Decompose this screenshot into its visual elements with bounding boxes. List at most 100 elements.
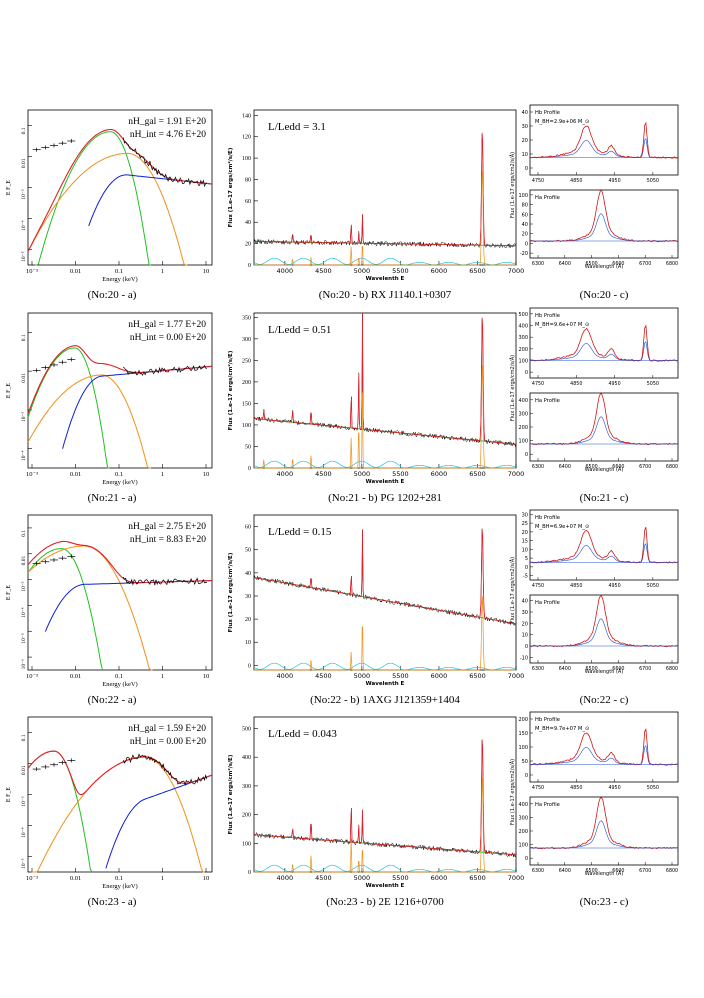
spectrum-narrow-lines: [254, 596, 516, 671]
profile-y-label: Flux (1.e-17 ergs/cm2/s/Å): [509, 152, 516, 218]
profile-y-tick-label: -5: [523, 574, 528, 580]
profile-x-tick-label: 5050: [647, 583, 659, 589]
spectrum-data: [253, 739, 517, 858]
profile-y-tick-label: 10: [522, 547, 528, 553]
profile-y-tick-label: 50: [522, 759, 528, 765]
sed-caption: (No:23 - a): [88, 896, 137, 908]
sed-y-tick-label: 10⁻⁴: [21, 607, 27, 617]
spectrum-y-tick-label: 200: [242, 380, 251, 386]
profile-x-tick-label: 6500: [585, 868, 597, 874]
profile-x-tick-label: 5050: [647, 785, 659, 791]
sed-nh-int: nH_int = 0.00 E+20: [130, 333, 206, 343]
ha-profile-frame: [529, 594, 679, 664]
ha-profile-subpanel: -20 0 20 40 60 80 100 6300 6400 6500 6600 6700 6800 H…: [518, 189, 679, 267]
sed-y-tick-label: 0.1: [21, 127, 27, 134]
profile-y-label: Flux (1.e-17 ergs/cm2/s/Å): [509, 759, 516, 825]
sed-x-tick-label: 0.01: [70, 268, 81, 275]
hb-profile-model: [529, 121, 679, 159]
sed-powerlaw-curve: [44, 580, 212, 632]
sed-total-model-curve: [27, 128, 212, 252]
spectrum-caption: (No:23 - b) 2E 1216+0700: [326, 896, 444, 908]
profile-x-tick-label: 6500: [585, 261, 597, 267]
sed-caption: (No:22 - a): [88, 694, 137, 706]
sed-corona-curve: [27, 545, 153, 671]
sed-x-label: Energy (keV): [102, 276, 137, 283]
profile-y-tick-label: 300: [518, 411, 528, 417]
bh-mass-label: M_BH=2.9e+06 M_⊙: [535, 119, 589, 125]
profile-y-tick-label: 60: [522, 212, 528, 218]
sed-x-tick-label: 10⁻³: [26, 471, 38, 478]
profile-y-tick-label: 20: [522, 530, 528, 536]
profile-x-tick-label: 4750: [532, 785, 544, 791]
spectrum-model: [254, 132, 517, 247]
sed-x-tick-label: 10⁻³: [26, 673, 38, 680]
spectrum-x-tick-label: 4500: [315, 470, 332, 478]
spectrum-y-tick-label: 0: [248, 870, 251, 876]
spectrum-y-tick-label: 40: [245, 220, 251, 226]
spectrum-x-tick-label: 6500: [469, 470, 486, 478]
sed-y-label: E F_E: [6, 787, 12, 803]
profile-caption: (No:23 - c): [580, 896, 629, 908]
profile-y-tick-label: 100: [518, 843, 528, 849]
hb-profile-label: Hb Profile: [535, 110, 560, 116]
spectrum-y-tick-label: 20: [245, 617, 251, 623]
spectrum-data: [253, 312, 517, 447]
profile-x-tick-label: 4850: [570, 583, 582, 589]
sed-nh-gal: nH_gal = 1.59 E+20: [128, 724, 206, 734]
profile-x-tick-label: 5050: [647, 178, 659, 184]
spectrum-y-tick-label: 140: [242, 113, 251, 119]
profile-x-tick-label: 6600: [612, 868, 624, 874]
sed-total-model-curve: [27, 540, 212, 584]
sed-x-tick-label: 10: [203, 268, 210, 275]
ha-profile-label: Ha Profile: [535, 600, 560, 606]
ha-profile-components: [530, 213, 678, 242]
profile-x-tick-label: 4850: [570, 178, 582, 184]
spectrum-y-label: Flux (1.e-17 ergs/cm²/s/E): [227, 147, 234, 227]
sed-panel-20: E F_E 10⁻⁵ 10⁻⁴ 10⁻³ 0.01 0.1 10⁻³ 0.01 0.1 1 10 En…: [6, 109, 213, 301]
profile-x-tick-label: 6300: [532, 868, 544, 874]
spectrum-x-tick-label: 5500: [392, 470, 409, 478]
profile-x-tick-label: 4950: [608, 785, 620, 791]
profile-x-tick-label: 6800: [666, 261, 678, 267]
spectrum-narrow-lines: [254, 778, 516, 873]
sed-panel-22: E F_E 10⁻⁶ 10⁻⁵ 10⁻⁴ 10⁻³ 0.01 0.1 10⁻³ 0.01 0.1 1…: [6, 514, 213, 706]
sed-disk-curve: [34, 131, 151, 266]
sed-x-tick-label: 1: [161, 471, 164, 478]
sed-y-tick-label: 10⁻⁵: [21, 633, 27, 643]
profile-y-tick-label: 300: [518, 815, 528, 821]
spectrum-y-tick-label: 50: [245, 444, 251, 450]
profile-y-tick-label: 400: [518, 802, 528, 808]
spectrum-y-tick-label: 300: [242, 784, 251, 790]
profile-x-tick-label: 4750: [532, 381, 544, 387]
profile-y-tick-label: 500: [518, 312, 528, 318]
profile-x-tick-label: 4750: [532, 583, 544, 589]
hb-profile-model: [529, 526, 679, 564]
sed-x-tick-label: 10⁻³: [26, 875, 38, 882]
spectrum-y-tick-label: 60: [245, 525, 251, 531]
profile-y-tick-label: 0: [525, 370, 528, 376]
spectrum-x-tick-label: 6500: [469, 874, 486, 882]
sed-x-label: Energy (keV): [102, 681, 137, 688]
sed-y-tick-label: 10⁻⁴: [21, 220, 27, 230]
profile-y-tick-label: 0: [525, 166, 528, 172]
sed-y-tick-label: 0.01: [21, 556, 27, 566]
profile-y-tick-label: 200: [518, 347, 528, 353]
hb-profile-label: Hb Profile: [535, 313, 560, 319]
sed-y-tick-label: 10⁻³: [21, 412, 27, 422]
spectrum-x-tick-label: 5500: [392, 672, 409, 680]
sed-y-tick-label: 10⁻³: [21, 581, 27, 591]
profile-y-tick-label: -20: [520, 251, 528, 257]
sed-y-tick-label: 10⁻⁵: [21, 251, 27, 261]
hb-profile-label: Hb Profile: [535, 717, 560, 723]
spectrum-fe-template: [253, 662, 516, 671]
hb-profile-components: [529, 543, 678, 563]
profile-y-tick-label: 0: [525, 241, 528, 247]
profile-x-tick-label: 4750: [532, 178, 544, 184]
sed-y-tick-label: 10⁻³: [21, 796, 27, 806]
spectrum-caption: (No:21 - b) PG 1202+281: [328, 492, 442, 504]
spectrum-x-tick-label: 6000: [431, 267, 448, 275]
